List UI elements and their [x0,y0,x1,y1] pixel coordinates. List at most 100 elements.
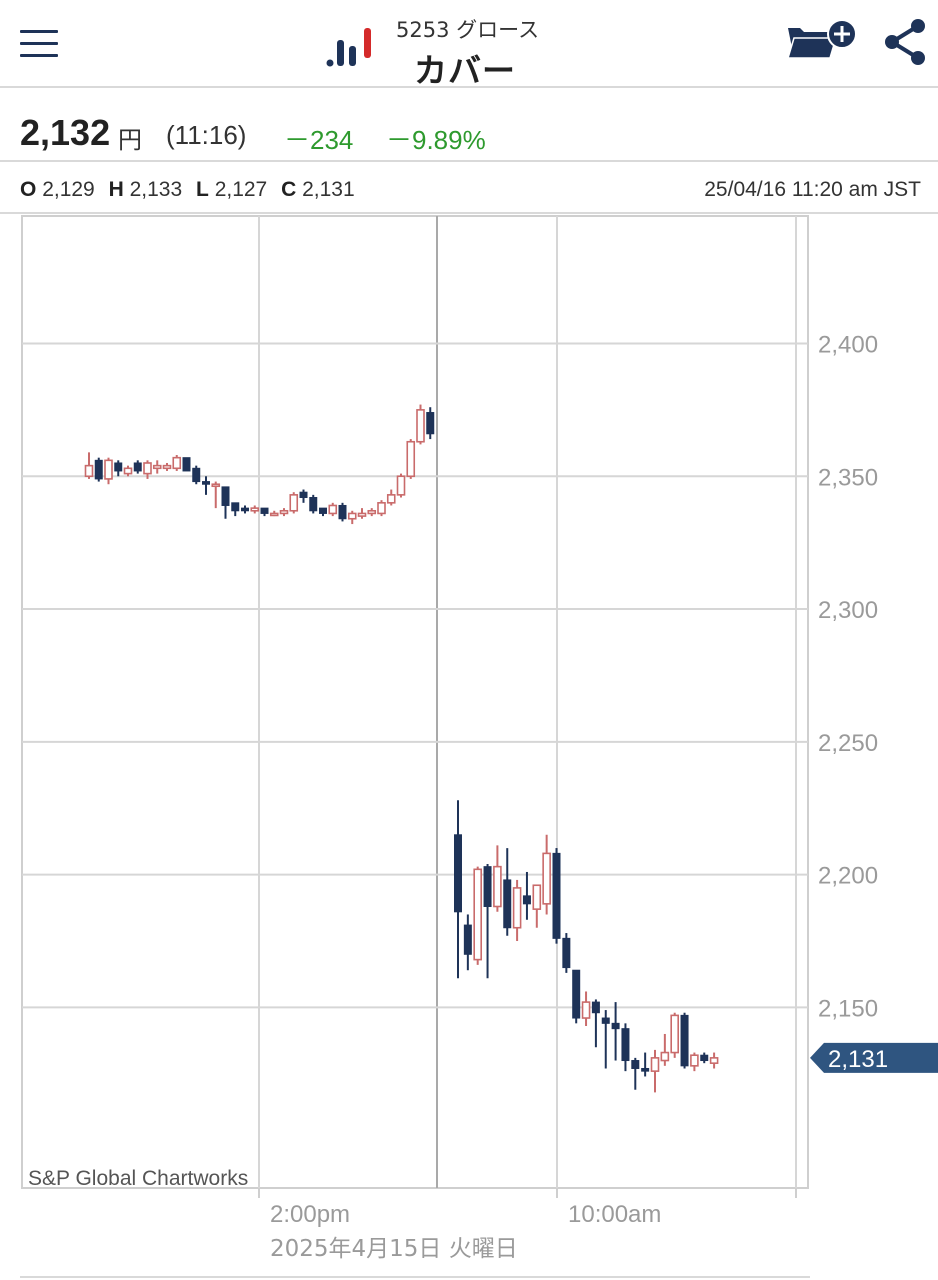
candle-up [581,991,591,1026]
candle-up [152,460,162,474]
candle-body [279,509,289,515]
candle-down [463,914,472,971]
candle-body [650,1057,660,1072]
high-label: H [108,178,124,201]
low-value: 2,127 [214,178,268,201]
watermark: S&P Global Chartworks [28,1167,248,1190]
candlestick-chart[interactable]: 2,400 2,350 2,300 2,250 2,200 2,150 2:00pm 10… [0,214,938,1276]
y-tick-label: 2,300 [818,597,878,624]
candle-down [133,460,142,474]
candle-body [250,507,260,512]
candle-body [406,440,416,478]
low-label: L [196,178,209,201]
candle-body [309,497,318,512]
candle-down [562,933,571,973]
candle-down [192,465,201,485]
candle-down [182,457,191,472]
candle-body [104,459,113,480]
bar-chart-logo-icon [326,28,371,67]
candle-body [84,464,94,478]
candle-up [386,489,396,506]
y-tick-label: 2,150 [818,995,878,1022]
candle-up [532,884,542,928]
candle-body [700,1054,709,1062]
close-value: 2,131 [302,178,355,201]
candle-up [250,505,260,514]
candles-layer [84,404,719,1093]
candle-body [221,486,230,506]
x-tick-label: 10:00am [568,1201,661,1228]
candle-body [182,457,191,472]
candle-body [123,467,133,475]
candle-body [289,494,299,512]
y-tick-label: 2,350 [818,464,878,491]
close-label: C [281,178,297,201]
candle-up [84,452,94,479]
candle-body [357,512,367,517]
candle-up [367,508,377,517]
candle-body [328,504,338,515]
change-percent: －9.89% [386,125,486,155]
candle-up [406,439,416,479]
high-value: 2,133 [129,178,183,201]
candle-down [309,494,318,514]
candle-body [601,1017,610,1024]
candle-body [202,481,210,485]
y-tick-label: 2,400 [818,331,878,358]
menu-button[interactable] [20,30,58,58]
candle-down [260,507,269,517]
candle-down [641,1052,650,1077]
candle-up [377,500,386,517]
candle-body [143,462,152,475]
candle-up [172,455,182,471]
y-tick-label: 2,250 [818,730,878,757]
candle-body [416,409,425,443]
candle-body [522,895,531,905]
candle-up [542,834,551,915]
candle-body [172,456,182,470]
candle-down [552,848,561,944]
candle-body [426,412,435,435]
candle-up [143,460,152,479]
candle-body [660,1051,670,1062]
ticker-code: 5253 グロース [396,18,540,42]
candle-body [552,852,561,939]
candle-up [123,465,133,477]
share-icon[interactable] [882,18,928,66]
candle-up [269,510,279,517]
x-tick-label: 2:00pm [270,1201,350,1228]
candle-up [650,1049,660,1093]
candle-down [338,502,347,522]
candle-body [396,475,406,496]
y-tick-label: 2,200 [818,863,878,890]
current-price-tag: 2,131 [810,1042,938,1073]
stock-name: カバー [414,51,516,90]
candle-down [454,800,462,979]
candle-down [631,1057,640,1090]
open-value: 2,129 [42,178,95,201]
quote-row [0,90,938,162]
folder-add-icon[interactable] [786,18,858,64]
hamburger-menu-icon [20,30,58,33]
current-price: 2,132 [20,112,111,153]
candle-down [680,1012,689,1069]
candle-body [463,924,472,955]
candle-up [670,1012,680,1058]
candle-body [152,464,162,470]
candle-body [94,459,103,480]
candle-body [680,1014,689,1067]
candle-up [347,510,357,525]
candle-down [483,864,492,979]
candle-down [611,1002,620,1061]
currency-label: 円 [118,126,142,154]
candle-down [522,871,531,920]
candle-down [591,999,600,1048]
candle-body [641,1067,650,1072]
candle-body [572,969,581,1019]
candle-body [562,937,571,969]
candle-up [396,473,406,498]
open-label: O [20,178,37,201]
x-axis: 2:00pm 10:00am 2025年4月15日 火曜日 [270,1201,661,1262]
candle-body [611,1022,620,1030]
candle-body [367,509,377,515]
